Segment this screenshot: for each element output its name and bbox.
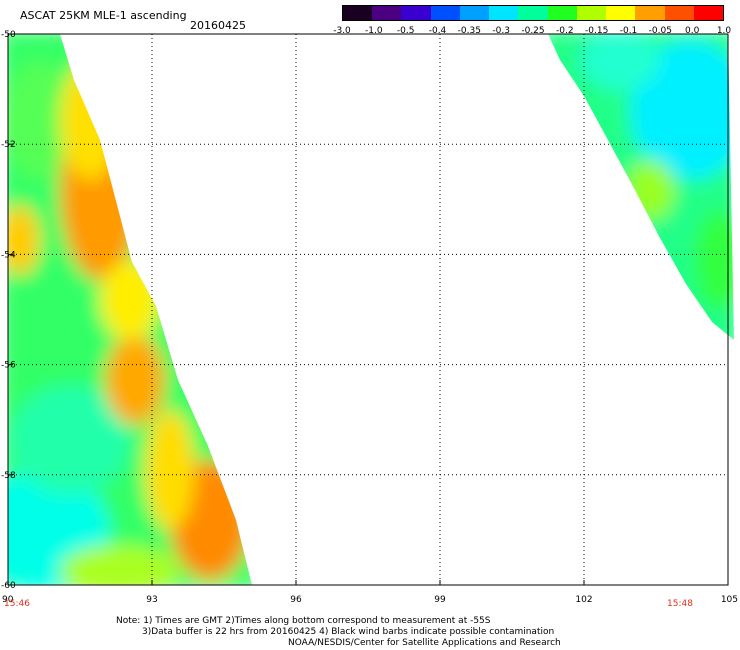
colorbar-segment (693, 6, 724, 20)
map-title: ASCAT 25KM MLE-1 ascending (20, 9, 187, 22)
time-left: 15:46 (4, 599, 30, 609)
colorbar-label: -0.15 (585, 26, 609, 36)
colorbar-segment (635, 6, 665, 20)
y-tick-label: -60 (1, 581, 16, 591)
colorbar-segment (430, 6, 460, 20)
colorbar-segment (401, 6, 431, 20)
colorbar-label: -1.0 (365, 26, 383, 36)
colorbar-label: -0.2 (556, 26, 574, 36)
colorbar-label: -0.35 (457, 26, 481, 36)
colorbar-label: 1.0 (716, 26, 732, 36)
colorbar-segment (372, 6, 402, 20)
y-tick-label: -50 (1, 30, 16, 40)
colorbar-segment (343, 6, 373, 20)
colorbar-label: 0.0 (684, 26, 700, 36)
y-tick-label: -52 (1, 140, 16, 150)
colorbar-segment (547, 6, 577, 20)
colorbar-segment (489, 6, 519, 20)
y-tick-label: -58 (1, 471, 16, 481)
note-line-2: 3)Data buffer is 22 hrs from 20160425 4)… (142, 627, 555, 637)
left-swath (8, 34, 252, 585)
colorbar-label: -3.0 (333, 26, 351, 36)
note-line-1: Note: 1) Times are GMT 2)Times along bot… (116, 616, 491, 626)
colorbar-segment (518, 6, 548, 20)
note-line-3: NOAA/NESDIS/Center for Satellite Applica… (288, 638, 561, 648)
x-tick-label: 96 (290, 595, 302, 605)
x-axis: 90 93 96 99 102 105 (2, 580, 738, 605)
colorbar (342, 5, 724, 21)
x-tick-label: 102 (575, 595, 592, 605)
colorbar-segment (606, 6, 636, 20)
map-date: 20160425 (190, 19, 246, 32)
map-frame (7, 33, 729, 586)
x-tick-label: 93 (146, 595, 157, 605)
time-right: 15:48 (667, 599, 693, 609)
colorbar-label: -0.1 (619, 26, 638, 36)
colorbar-label: -0.4 (428, 26, 447, 36)
colorbar-label: -0.3 (492, 26, 510, 36)
x-tick-label: 105 (721, 595, 738, 605)
right-swath (548, 34, 734, 340)
colorbar-label: -0.05 (648, 26, 672, 36)
colorbar-segment (459, 6, 490, 20)
y-tick-label: -56 (1, 361, 16, 371)
footnote: Note: 1) Times are GMT 2)Times along bot… (116, 616, 561, 649)
x-tick-label: 99 (434, 595, 446, 605)
gridlines (8, 34, 728, 585)
y-tick-label: -54 (1, 250, 16, 260)
y-axis: -50 -52 -54 -56 -58 -60 (1, 30, 16, 591)
x-tick-label: 90 (2, 595, 14, 605)
colorbar-segment (664, 6, 694, 20)
colorbar-label: -0.25 (521, 26, 545, 36)
colorbar-label: -0.5 (396, 26, 415, 36)
colorbar-labels: -3.0 -1.0 -0.5 -0.4 -0.35 -0.3 -0.25 -0.2 -0.15-… (330, 26, 740, 38)
colorbar-segment (576, 6, 607, 20)
